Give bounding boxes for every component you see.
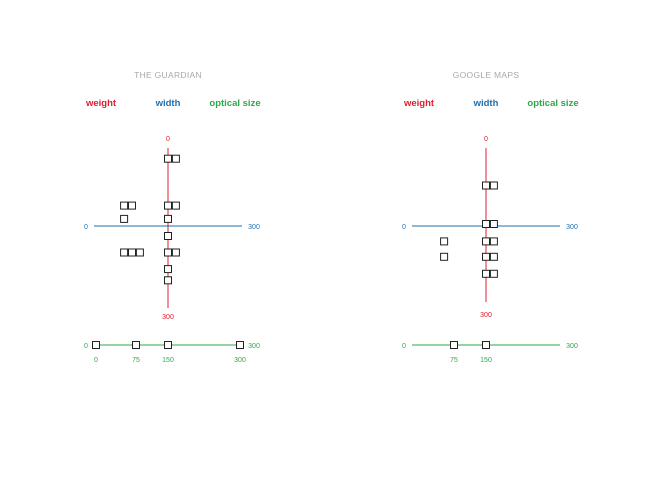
instance-marker: [164, 214, 172, 223]
optical-tick-label: 75: [450, 357, 458, 364]
optical-size-markers: [92, 341, 244, 349]
instance-marker: [164, 201, 172, 210]
instance-marker: [489, 220, 498, 228]
instance-marker: [171, 154, 180, 163]
instance-marker: [164, 232, 172, 240]
instance-marker: [482, 220, 490, 228]
instance-marker: [440, 252, 449, 261]
legend-optical-size: optical size: [527, 98, 578, 109]
instance-marker: [120, 248, 129, 257]
instance-marker: [135, 248, 144, 257]
optical-size-marker: [236, 341, 244, 349]
instance-marker: [482, 269, 490, 278]
instance-marker: [489, 252, 498, 261]
optical-tick-label: 150: [162, 357, 174, 364]
instance-marker: [128, 201, 136, 210]
instance-markers: [440, 181, 498, 278]
instance-marker: [164, 276, 172, 285]
optical-size-markers: [450, 341, 490, 349]
panel-title: THE GUARDIAN: [134, 70, 202, 80]
optical-tick-label: 75: [132, 357, 140, 364]
legend-optical-size: optical size: [209, 98, 260, 109]
optical-size-marker: [92, 341, 100, 349]
weight-axis-min-label: 0: [484, 136, 488, 143]
instance-marker: [164, 154, 172, 163]
weight-axis-max-label: 300: [480, 312, 492, 319]
instance-marker: [171, 201, 180, 210]
instance-marker: [482, 181, 490, 190]
panel-the-guardian: THE GUARDIAN weight width optical size 0…: [84, 70, 261, 364]
instance-marker: [164, 265, 172, 274]
optical-axis-min-label: 0: [84, 343, 88, 350]
optical-tick-label: 0: [94, 357, 98, 364]
instance-marker: [489, 269, 498, 278]
legend-weight: weight: [85, 98, 117, 109]
instance-marker: [482, 237, 490, 246]
optical-tick-label: 150: [480, 357, 492, 364]
legend-width: width: [155, 98, 181, 109]
legend-width: width: [473, 98, 499, 109]
instance-marker: [128, 248, 136, 257]
instance-marker: [440, 237, 449, 246]
optical-axis-max-label: 300: [248, 343, 260, 350]
instance-marker: [489, 181, 498, 190]
instance-markers: [120, 154, 180, 285]
instance-marker: [164, 248, 172, 257]
optical-size-marker: [482, 341, 490, 349]
weight-axis-max-label: 300: [162, 314, 174, 321]
optical-axis-max-label: 300: [566, 343, 578, 350]
width-axis-min-label: 0: [402, 224, 406, 231]
instance-marker: [120, 214, 129, 223]
optical-size-marker: [132, 341, 140, 349]
width-axis-max-label: 300: [566, 224, 578, 231]
width-axis-min-label: 0: [84, 224, 88, 231]
panel-title: GOOGLE MAPS: [453, 70, 520, 80]
instance-marker: [171, 248, 180, 257]
optical-axis-min-label: 0: [402, 343, 406, 350]
weight-axis-min-label: 0: [166, 136, 170, 143]
instance-marker: [489, 237, 498, 246]
optical-size-marker: [450, 341, 458, 349]
optical-tick-label: 300: [234, 357, 246, 364]
panel-google-maps: GOOGLE MAPS weight width optical size 0 …: [402, 70, 579, 364]
instance-marker: [120, 201, 129, 210]
instance-marker: [482, 252, 490, 261]
width-axis-max-label: 300: [248, 224, 260, 231]
legend-weight: weight: [403, 98, 435, 109]
optical-size-marker: [164, 341, 172, 349]
